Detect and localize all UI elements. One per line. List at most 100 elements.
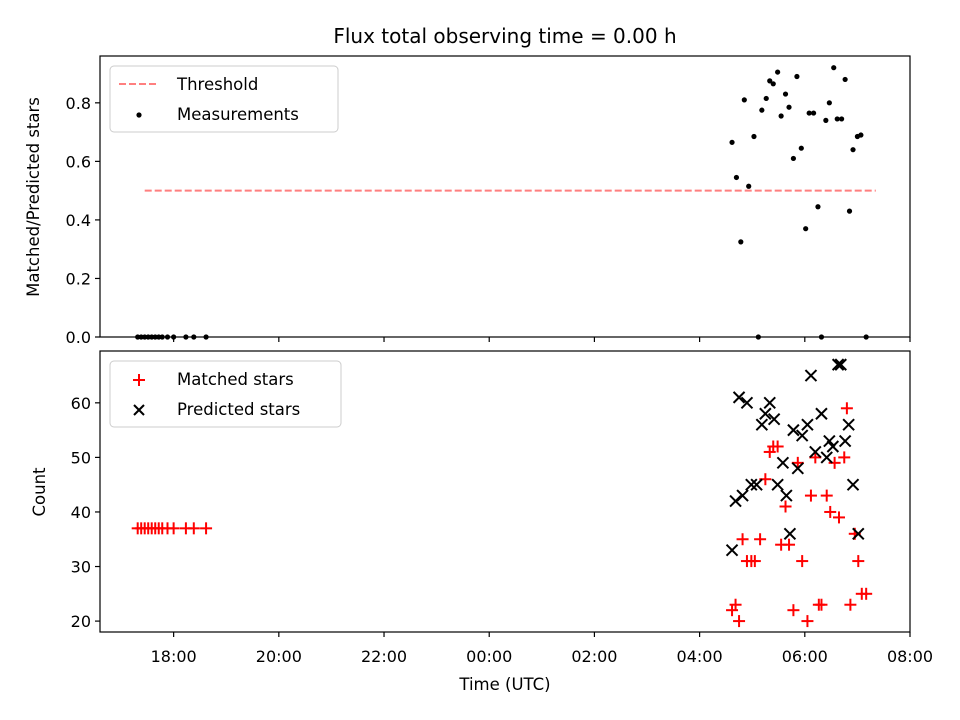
predicted-star-point	[745, 478, 758, 491]
matched-star-point	[791, 456, 804, 469]
count-y-tick-label: 40	[71, 503, 91, 522]
measurement-point	[746, 183, 752, 189]
matched-star-point	[801, 615, 814, 628]
matched-star-point	[200, 522, 213, 535]
x-tick-label: 08:00	[887, 647, 933, 666]
measurement-point	[803, 226, 809, 232]
count-panel: 20 30 40 50 60 18:00 20:00 22:00 00:00 02:00 04:0…	[30, 350, 933, 694]
predicted-star-point	[826, 440, 840, 453]
matched-star-point	[779, 500, 792, 513]
measurement-point	[738, 239, 744, 245]
ratio-y-tick-label: 0.6	[66, 152, 91, 171]
count-panel-frame	[99, 350, 911, 633]
matched-star-point	[820, 489, 833, 502]
predicted-star-point	[820, 451, 833, 464]
measurement-point	[778, 113, 784, 119]
ratio-y-ticks: 0.0 0.2 0.4 0.6 0.8	[66, 94, 100, 347]
x-tick-label: 18:00	[151, 647, 197, 666]
measurement-point	[759, 107, 765, 113]
count-y-axis-label: Count	[30, 467, 49, 517]
matched-star-point	[167, 522, 180, 535]
predicted-star-point	[852, 527, 865, 540]
count-y-tick-label: 30	[71, 558, 91, 577]
x-tick-label: 22:00	[361, 647, 407, 666]
measurement-point	[842, 76, 848, 83]
matched-star-point	[748, 555, 761, 568]
measurement-point	[729, 139, 735, 145]
matched-star-point	[852, 555, 865, 568]
legend-matched-swatch	[133, 374, 145, 386]
measurement-point	[850, 147, 856, 153]
matched-star-point	[804, 489, 817, 502]
matched-star-point	[771, 440, 784, 453]
legend-predicted-label: Predicted stars	[177, 400, 300, 419]
ratio-panel: 0.00.20.40.60.8 Matched/Predicted stars …	[24, 55, 911, 347]
predicted-star-point	[834, 358, 847, 371]
predicted-star-point	[787, 423, 800, 437]
ratio-y-axis-label: Matched/Predicted stars	[24, 97, 43, 297]
predicted-star-point	[767, 412, 781, 426]
predicted-star-point	[759, 407, 772, 420]
x-tick-label: 02:00	[571, 647, 617, 666]
predicted-star-point	[838, 434, 852, 448]
matched-star-point	[844, 598, 857, 611]
measurement-point	[831, 65, 837, 71]
predicted-star-point	[809, 445, 822, 459]
ratio-x-ticks	[173, 337, 911, 342]
count-legend: Matched stars Predicted stars	[109, 360, 342, 428]
measurement-point	[846, 208, 853, 214]
matched-star-point	[828, 456, 841, 469]
measurement-point	[763, 95, 769, 102]
predicted-star-point	[801, 418, 814, 431]
matched-star-point	[838, 451, 851, 464]
predicted-star-point	[725, 543, 739, 557]
chart-title: Flux total observing time = 0.00 h	[333, 24, 676, 48]
count-y-tick-label: 20	[71, 612, 91, 631]
count-y-ticks: 20 30 40 50 60	[71, 394, 100, 631]
x-axis-label: Time (UTC)	[458, 675, 550, 694]
predicted-star-point	[732, 391, 746, 404]
measurement-point	[834, 116, 840, 122]
matched-star-point	[832, 511, 845, 524]
ratio-y-tick-label: 0.8	[66, 94, 91, 113]
predicted-star-point	[776, 456, 790, 470]
matched-star-point	[736, 533, 749, 546]
predicted-star-point	[755, 418, 769, 431]
predicted-star-point	[846, 478, 860, 491]
x-tick-label: 20:00	[256, 647, 302, 666]
measurement-point	[775, 69, 781, 75]
matched-star-point	[824, 505, 837, 518]
measurement-point	[810, 110, 817, 116]
matched-star-point	[796, 555, 809, 568]
predicted-star-point	[750, 478, 763, 491]
matched-star-point	[729, 598, 742, 611]
measurement-point	[806, 110, 812, 116]
matched-star-point	[733, 615, 746, 628]
x-tick-label: 06:00	[782, 647, 828, 666]
predicted-star-point	[771, 478, 784, 491]
matched-star-point	[187, 522, 200, 535]
matched-star-point	[840, 402, 853, 415]
predicted-star-point	[763, 396, 776, 410]
predicted-star-point	[842, 418, 855, 431]
measurement-point	[790, 155, 797, 162]
measurement-point	[823, 117, 829, 123]
matched-star-point	[815, 598, 828, 611]
predicted-star-point	[740, 396, 754, 410]
matched-star-point	[754, 533, 767, 546]
measurement-point	[767, 78, 773, 84]
predicted-star-point	[736, 489, 749, 502]
ratio-y-tick-label: 0.0	[66, 328, 91, 347]
legend-measurements-swatch	[136, 112, 142, 118]
predicted-star-point	[780, 489, 793, 502]
measurement-point	[770, 81, 776, 87]
ratio-y-tick-label: 0.2	[66, 269, 91, 288]
predicted-star-point	[783, 527, 797, 540]
measurement-point	[733, 174, 740, 181]
ratio-panel-frame	[99, 55, 911, 338]
matched-star-point	[787, 604, 800, 617]
predicted-star-point	[804, 369, 818, 382]
measurement-point	[794, 73, 800, 80]
count-x-ticks: 18:00 20:00 22:00 00:00 02:00 04:00 06:00 08:00	[151, 632, 933, 666]
